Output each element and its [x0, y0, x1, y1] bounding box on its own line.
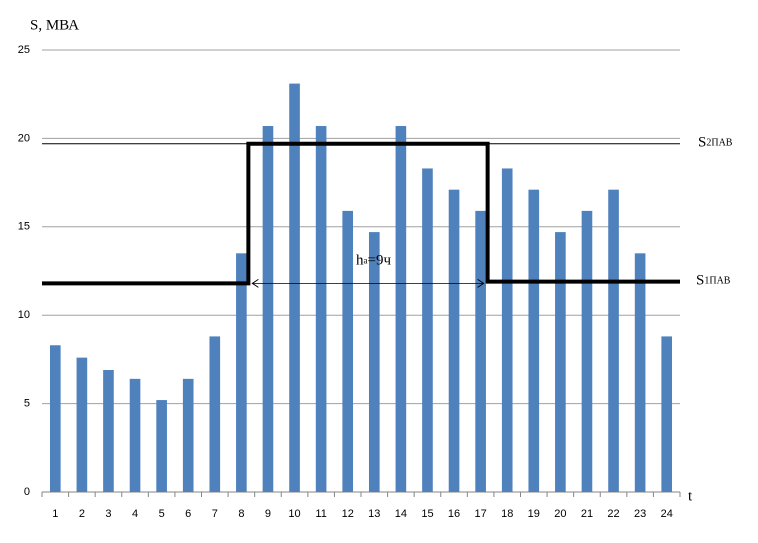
- label-main: S: [696, 273, 704, 289]
- arrow-head: [251, 278, 259, 288]
- x-tick-label: 15: [421, 508, 433, 520]
- x-tick-label: 10: [288, 508, 300, 520]
- bar: [581, 210, 593, 492]
- bar: [289, 83, 300, 492]
- x-tick-label: 24: [661, 508, 673, 520]
- label-rest: =9ч: [368, 253, 392, 269]
- label-main: h: [356, 253, 364, 269]
- bar: [528, 189, 540, 492]
- bar: [555, 232, 566, 492]
- bar: [448, 189, 460, 492]
- x-tick-label: 22: [607, 508, 619, 520]
- bar: [182, 378, 194, 492]
- label-sub: a: [364, 255, 368, 265]
- bar: [395, 126, 407, 493]
- bar: [49, 345, 61, 492]
- y-axis-label: S, МВА: [30, 17, 79, 33]
- x-tick-label: 6: [185, 508, 191, 520]
- x-tick-label: 21: [581, 508, 593, 520]
- x-tick-label: 17: [475, 508, 487, 520]
- x-tick-label: 23: [634, 508, 646, 520]
- bar: [634, 253, 646, 492]
- x-tick-label: 1: [52, 508, 58, 520]
- x-tick-label: 14: [395, 508, 407, 520]
- x-tick-label: 4: [132, 508, 138, 520]
- bar: [103, 370, 114, 492]
- bar: [661, 336, 673, 492]
- x-tick-label: 8: [238, 508, 244, 520]
- x-tick-label: 19: [528, 508, 540, 520]
- x-tick-label: 16: [448, 508, 460, 520]
- y-tick-label: 15: [18, 221, 30, 233]
- x-tick-label: 20: [554, 508, 566, 520]
- arrow-head: [477, 278, 485, 288]
- bar: [209, 336, 221, 492]
- duration-label: ha=9ч: [356, 253, 391, 269]
- x-tick-label: 11: [315, 508, 326, 520]
- x-tick-label: 18: [501, 508, 513, 520]
- y-tick-label: 25: [18, 44, 30, 56]
- y-tick-label: 5: [24, 398, 30, 410]
- x-axis-label: t: [688, 488, 693, 504]
- x-tick-label: 7: [212, 508, 218, 520]
- s2-label: S2ПАВ: [698, 135, 733, 151]
- s1-label: S1ПАВ: [696, 273, 731, 289]
- bar: [422, 168, 433, 492]
- y-tick-label: 20: [18, 132, 30, 144]
- bar: [608, 189, 619, 492]
- x-tick-label: 5: [159, 508, 165, 520]
- bar: [342, 210, 354, 492]
- y-tick-label: 0: [24, 486, 30, 498]
- bar: [501, 168, 513, 492]
- bar: [475, 210, 486, 492]
- label-sub: 1ПАВ: [704, 276, 730, 287]
- bar: [262, 126, 274, 493]
- label-main: S: [698, 135, 706, 151]
- bar: [76, 357, 88, 492]
- y-tick-label: 10: [18, 309, 30, 321]
- bar: [368, 232, 380, 492]
- bar: [236, 253, 247, 492]
- step-line: [42, 141, 680, 286]
- x-tick-label: 9: [265, 508, 271, 520]
- x-tick-label: 3: [105, 508, 111, 520]
- bar: [156, 400, 167, 492]
- label-sub: 2ПАВ: [706, 138, 732, 149]
- x-tick-label: 13: [368, 508, 380, 520]
- x-tick-label: 12: [342, 508, 354, 520]
- x-tick-label: 2: [79, 508, 85, 520]
- bar: [129, 378, 141, 492]
- bar: [315, 126, 327, 493]
